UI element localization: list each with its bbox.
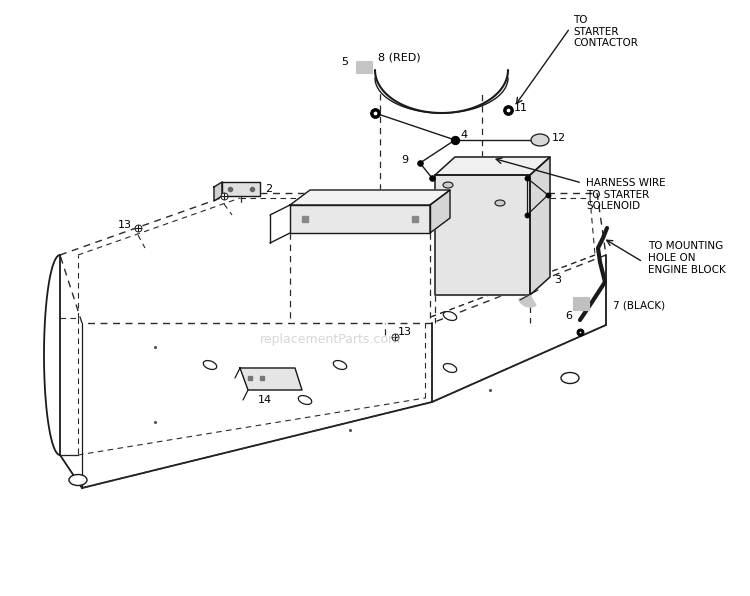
Ellipse shape (443, 364, 457, 372)
Text: +: + (445, 192, 454, 202)
Text: -: - (497, 210, 501, 220)
Text: 14: 14 (258, 395, 272, 405)
Polygon shape (222, 182, 260, 196)
Polygon shape (240, 368, 302, 390)
Ellipse shape (561, 372, 579, 383)
Text: 7 (BLACK): 7 (BLACK) (613, 300, 665, 310)
Text: replacementParts.com: replacementParts.com (260, 334, 400, 346)
Text: 13: 13 (118, 220, 132, 230)
Text: 8 (RED): 8 (RED) (378, 52, 421, 62)
Polygon shape (530, 157, 550, 295)
Polygon shape (435, 175, 530, 295)
Text: 5: 5 (341, 57, 348, 67)
Bar (356, 61, 372, 73)
Text: 9: 9 (400, 155, 408, 165)
Text: 13: 13 (228, 187, 242, 197)
Text: HARNESS WIRE
TO STARTER
SOLENOID: HARNESS WIRE TO STARTER SOLENOID (586, 178, 666, 211)
Text: 10: 10 (435, 178, 449, 188)
Text: 13: 13 (398, 327, 412, 337)
Text: 11: 11 (514, 103, 528, 113)
Ellipse shape (203, 361, 217, 370)
Ellipse shape (443, 182, 453, 188)
Text: TO MOUNTING
HOLE ON
ENGINE BLOCK: TO MOUNTING HOLE ON ENGINE BLOCK (648, 241, 726, 275)
Text: TO
STARTER
CONTACTOR: TO STARTER CONTACTOR (573, 15, 638, 48)
Bar (573, 297, 589, 310)
Text: 3: 3 (554, 275, 561, 285)
Ellipse shape (495, 200, 505, 206)
Text: 6: 6 (565, 311, 572, 321)
Polygon shape (214, 182, 222, 201)
Text: 4: 4 (460, 130, 467, 140)
Ellipse shape (443, 312, 457, 321)
Polygon shape (430, 190, 450, 233)
Text: REF.: REF. (513, 163, 539, 173)
Ellipse shape (298, 396, 312, 405)
Polygon shape (290, 205, 430, 233)
Ellipse shape (531, 134, 549, 146)
Ellipse shape (69, 474, 87, 486)
Text: 2: 2 (265, 184, 272, 194)
Text: 12: 12 (552, 133, 566, 143)
Wedge shape (519, 295, 536, 307)
Polygon shape (435, 157, 550, 175)
Text: 1: 1 (356, 217, 364, 227)
Ellipse shape (333, 361, 346, 370)
Polygon shape (290, 190, 450, 205)
